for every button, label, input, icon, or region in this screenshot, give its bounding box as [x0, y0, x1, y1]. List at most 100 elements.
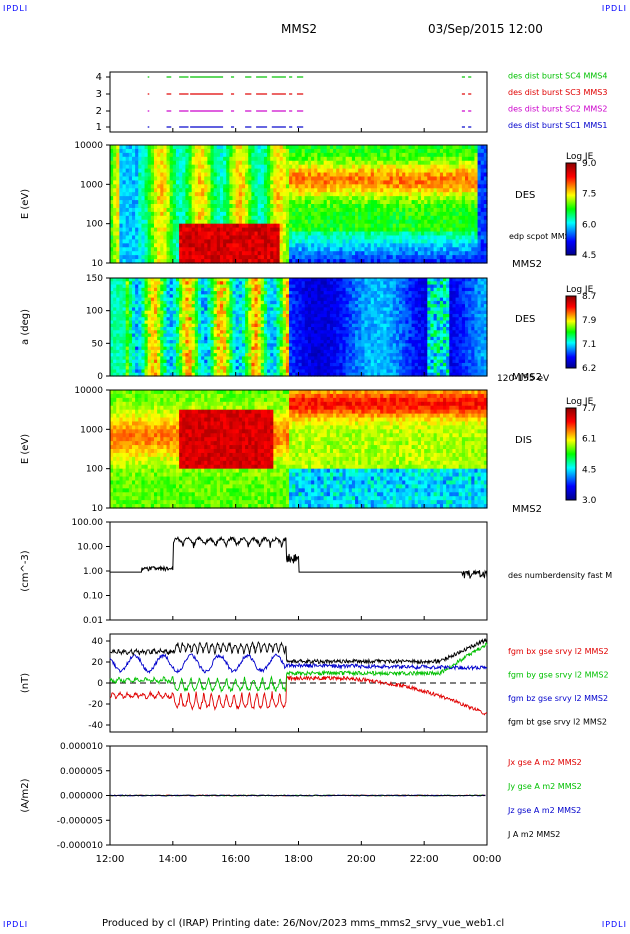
spectrogram-cell [289, 164, 293, 170]
spectrogram-cell [248, 204, 252, 209]
spectrogram-cell [377, 152, 381, 158]
spectrogram-cell [119, 211, 124, 217]
spectrogram-cell [433, 251, 438, 256]
spectrogram-cell [257, 239, 262, 244]
spectrogram-cell [351, 251, 356, 256]
spectrogram-cell [144, 284, 149, 289]
spectrogram-cell [263, 215, 268, 221]
spectrogram-cell [311, 168, 315, 174]
spectrogram-cell [119, 152, 124, 158]
spectrogram-cell [128, 207, 133, 213]
spectrogram-cell [377, 255, 381, 260]
spectrogram-cell [399, 215, 403, 221]
spectrogram-cell [408, 207, 413, 213]
spectrogram-cell [355, 204, 359, 209]
spectrogram-cell [336, 207, 340, 213]
spectrogram-cell [399, 200, 403, 205]
spectrogram-cell [194, 251, 199, 256]
spectrogram-cell [235, 235, 240, 240]
spectrogram-cell [411, 200, 416, 205]
spectrogram-cell [380, 251, 384, 256]
spectrogram-cell [389, 255, 394, 260]
spectrogram-cell [292, 148, 296, 154]
spectrogram-cell [345, 180, 350, 185]
spectrogram-cell [411, 215, 416, 221]
spectrogram-cell [229, 215, 234, 221]
spectrogram-cell [110, 259, 114, 264]
spectrogram-cell [424, 259, 428, 264]
spectrogram-cell [135, 307, 139, 312]
spectrogram-cell [141, 340, 146, 344]
spectrogram-cell [191, 184, 196, 189]
spectrogram-cell [110, 211, 114, 217]
spectrogram-cell [251, 192, 256, 197]
spectrogram-cell [241, 176, 246, 181]
spectrogram-cell [160, 346, 165, 351]
spectrogram-cell [216, 172, 221, 178]
spectrogram-cell [204, 172, 208, 178]
spectrogram-cell [238, 204, 243, 209]
spectrogram-cell [251, 243, 256, 248]
spectrogram-cell [373, 251, 378, 256]
spectrogram-cell [254, 164, 259, 170]
spectrogram-cell [361, 215, 366, 221]
spectrogram-cell [443, 239, 447, 244]
spectrogram-cell [138, 251, 143, 256]
spectrogram-cell [122, 310, 127, 315]
spectrogram-cell [157, 247, 161, 252]
spectrogram-cell [229, 259, 234, 264]
spectrogram-cell [386, 231, 391, 237]
spectrogram-cell [430, 160, 435, 166]
spectrogram-cell [144, 300, 149, 305]
spectrogram-cell [185, 145, 190, 150]
spectrogram-cell [446, 219, 450, 225]
spectrogram-cell [116, 281, 121, 286]
spectrogram-cell [370, 172, 375, 178]
spectrogram-cell [110, 160, 114, 166]
spectrogram-cell [386, 164, 391, 170]
spectrogram-cell [113, 160, 117, 166]
spectrogram-cell [270, 188, 274, 193]
spectrogram-cell [141, 307, 146, 312]
y-tick-label: 100 [86, 220, 103, 230]
spectrogram-cell [166, 247, 171, 252]
spectrogram-cell [135, 243, 139, 248]
spectrogram-cell [147, 310, 152, 315]
spectrogram-cell [128, 215, 133, 221]
spectrogram-cell [163, 184, 168, 189]
spectrogram-cell [260, 184, 265, 189]
spectrogram-cell [125, 307, 130, 312]
spectrogram-cell [254, 160, 259, 166]
spectrogram-cell [267, 188, 271, 193]
spectrogram-cell [138, 172, 143, 178]
spectrogram-cell [172, 235, 177, 240]
spectrogram-cell [110, 291, 114, 295]
spectrogram-cell [125, 239, 130, 244]
spectrogram-cell [273, 251, 278, 256]
spectrogram-cell [408, 156, 413, 162]
spectrogram-cell [436, 255, 441, 260]
spectrogram-cell [317, 207, 322, 213]
spectrogram-cell [471, 145, 476, 150]
spectrogram-cell [424, 219, 428, 225]
spectrogram-cell [430, 239, 435, 244]
spectrogram-cell [314, 184, 318, 189]
spectrogram-cell [433, 172, 438, 178]
spectrogram-cell [219, 207, 224, 213]
spectrogram-cell [326, 145, 331, 150]
spectrogram-cell [125, 200, 130, 205]
spectrogram-cell [141, 294, 146, 299]
spectrogram-cell [157, 343, 161, 348]
spectrogram-cell [157, 317, 161, 322]
spectrogram-cell [197, 164, 202, 170]
spectrogram-cell [232, 152, 237, 158]
spectrogram-cell [342, 180, 347, 185]
spectrogram-cell [116, 307, 121, 312]
spectrogram-cell [336, 168, 340, 174]
spectrogram-cell [452, 168, 457, 174]
spectrogram-cell [213, 184, 218, 189]
spectrogram-cell [355, 164, 359, 170]
spectrogram-cell [307, 239, 312, 244]
spectrogram-cell [125, 330, 130, 335]
spectrogram-cell [458, 180, 463, 185]
